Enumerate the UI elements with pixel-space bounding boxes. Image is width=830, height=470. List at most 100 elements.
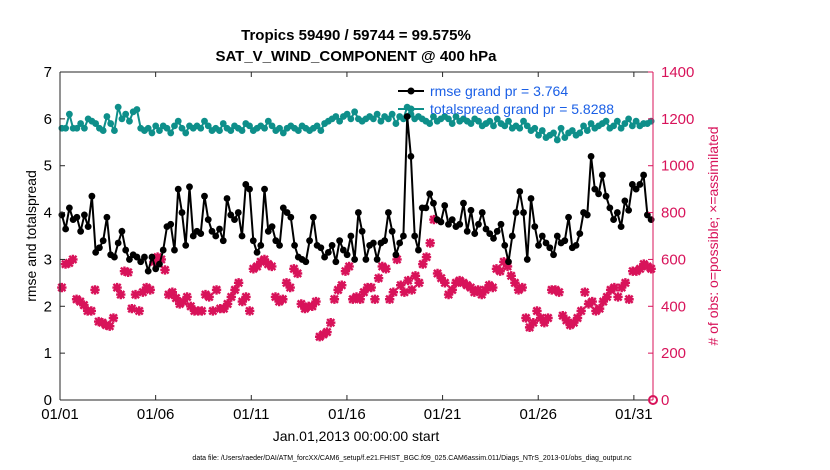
rmse-point: [249, 237, 257, 245]
rmse-point: [73, 213, 81, 221]
obs-assimilated-marker: [208, 306, 218, 316]
obs-assimilated-marker: [355, 294, 365, 304]
obs-assimilated-marker: [237, 296, 247, 307]
obs-assimilated-marker: [211, 285, 222, 295]
rmse-point: [332, 258, 340, 266]
rmse-point: [92, 249, 100, 256]
rmse-point: [186, 183, 193, 191]
rmse-point: [632, 185, 640, 193]
x-tick-label: 01/01: [41, 406, 79, 423]
obs-assimilated-marker: [285, 282, 295, 293]
y-left-tick-label: 4: [44, 205, 52, 222]
totalspread-point: [385, 115, 392, 123]
rmse-point: [497, 220, 505, 228]
totalspread-point: [122, 110, 130, 118]
rmse-point: [610, 216, 617, 224]
obs-assimilated-marker: [436, 273, 446, 283]
obs-assimilated-marker: [123, 267, 133, 277]
totalspread-point: [204, 122, 212, 130]
rmse-point: [546, 244, 554, 252]
rmse-point: [362, 256, 370, 263]
obs-assimilated-marker: [488, 282, 498, 293]
rmse-point: [606, 204, 614, 212]
totalspread-point: [628, 122, 636, 130]
totalspread-point: [156, 127, 163, 134]
rmse-point: [159, 246, 167, 254]
rmse-point: [287, 213, 295, 221]
rmse-point: [268, 223, 276, 231]
rmse-point: [238, 232, 246, 240]
rmse-point: [411, 232, 419, 240]
rmse-point: [415, 246, 422, 254]
rmse-point: [62, 225, 70, 233]
obs-assimilated-marker: [160, 265, 170, 275]
y-left-tick-label: 7: [44, 64, 52, 81]
rmse-point: [392, 251, 400, 259]
obs-assimilated-marker: [130, 289, 141, 300]
rmse-point: [321, 253, 328, 261]
rmse-point: [640, 171, 648, 179]
totalspread-point: [632, 117, 640, 125]
totalspread-point: [238, 127, 246, 134]
totalspread-point: [336, 117, 344, 125]
totalspread-point: [535, 131, 542, 139]
obs-assimilated-marker: [480, 285, 491, 295]
obs-assimilated-marker: [388, 287, 399, 297]
totalspread-point: [610, 122, 617, 130]
totalspread-point: [617, 124, 625, 132]
totalspread-point: [99, 127, 107, 134]
obs-assimilated-marker: [373, 273, 384, 283]
rmse-point: [388, 227, 396, 235]
obs-assimilated-marker: [499, 257, 509, 267]
rmse-point: [279, 204, 287, 212]
rmse-point: [441, 202, 449, 209]
totalspread-point: [219, 120, 227, 127]
rmse-point: [343, 251, 351, 259]
totalspread-point: [148, 129, 156, 137]
rmse-point: [306, 237, 313, 245]
obs-assimilated-marker: [219, 303, 229, 314]
y-right-tick-label: 1000: [661, 158, 694, 175]
totalspread-point: [448, 120, 456, 127]
y-right-tick-label: 600: [661, 251, 686, 268]
totalspread-point: [430, 113, 437, 120]
totalspread-point: [388, 110, 396, 118]
obs-assimilated-marker: [421, 252, 432, 262]
obs-assimilated-marker: [233, 278, 244, 288]
rmse-point: [396, 239, 404, 247]
rmse-point: [430, 199, 437, 207]
rmse-point: [583, 211, 591, 219]
obs-assimilated-marker: [447, 285, 457, 295]
rmse-point: [598, 171, 606, 179]
x-tick-label: 01/16: [328, 406, 366, 423]
y-right-tick-label: 200: [661, 345, 686, 362]
rmse-point: [602, 192, 610, 200]
rmse-point: [553, 232, 561, 240]
obs-assimilated-marker: [635, 264, 645, 274]
totalspread-point: [216, 127, 223, 134]
rmse-point: [99, 237, 107, 245]
rmse-point: [88, 192, 96, 200]
rmse-point: [118, 227, 126, 235]
obs-assimilated-marker: [226, 292, 236, 302]
obs-assimilated-marker: [241, 292, 251, 302]
rmse-point: [167, 220, 175, 228]
obs-assimilated-marker: [609, 282, 620, 293]
totalspread-point: [452, 113, 460, 120]
rmse-point: [542, 239, 550, 247]
obs-assimilated-marker: [182, 292, 192, 302]
y-left-tick-label: 6: [44, 111, 52, 128]
totalspread-point: [550, 129, 557, 137]
totalspread-point: [347, 115, 355, 123]
totalspread-point: [516, 124, 524, 132]
obs-assimilated-marker: [281, 278, 292, 288]
obs-assimilated-marker: [333, 285, 343, 295]
rmse-point: [201, 192, 208, 200]
totalspread-point: [144, 124, 152, 132]
obs-assimilated-marker: [502, 261, 513, 272]
legend-rmse-marker: [407, 87, 415, 95]
rmse-point: [133, 253, 141, 261]
rmse-point: [156, 260, 163, 268]
x-tick-label: 01/26: [519, 406, 557, 423]
rmse-point: [617, 223, 625, 231]
